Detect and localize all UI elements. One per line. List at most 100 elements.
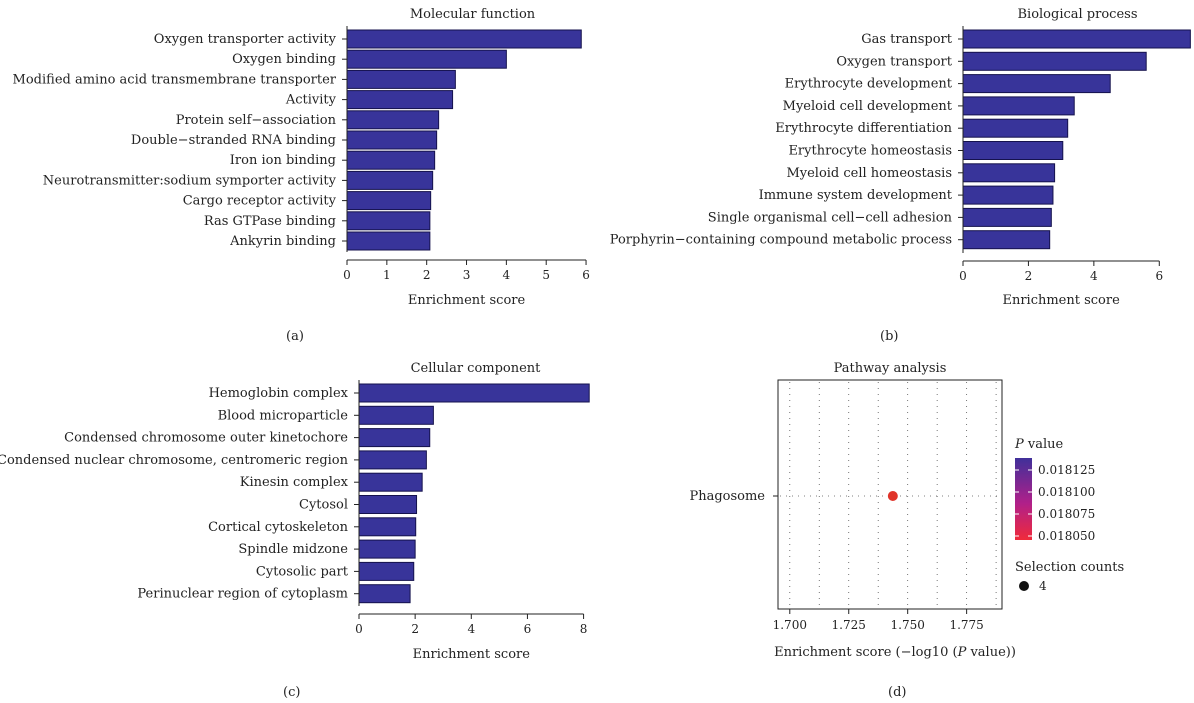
bar xyxy=(358,539,416,559)
plot-frame xyxy=(777,379,1003,610)
bar xyxy=(962,141,1064,160)
x-tick-label: 5 xyxy=(542,268,550,282)
category-label: Erythrocyte homeostasis xyxy=(788,144,952,159)
category-label: Kinesin complex xyxy=(240,475,349,490)
bar xyxy=(346,130,438,150)
category-label: Double−stranded RNA binding xyxy=(131,133,336,148)
bar xyxy=(358,472,423,492)
x-tick-label: 2 xyxy=(423,268,431,282)
bar xyxy=(346,191,432,211)
size-legend-dot xyxy=(1019,581,1029,591)
chart-title: Biological process xyxy=(1017,7,1137,22)
x-tick-label: 6 xyxy=(582,268,590,282)
bar xyxy=(346,29,582,49)
bar xyxy=(358,450,427,470)
bar xyxy=(962,207,1052,227)
scatter-chart: Pathway analysis Phagosome 1.700 1.725 1.750… xyxy=(689,361,1124,700)
bar xyxy=(962,118,1069,138)
bar xyxy=(962,185,1054,205)
bar xyxy=(358,383,590,403)
bar xyxy=(962,230,1051,250)
category-label: Iron ion binding xyxy=(230,153,336,168)
category-label: Perinuclear region of cytoplasm xyxy=(137,587,348,602)
color-tick-label: 0.018100 xyxy=(1038,485,1095,499)
bar xyxy=(346,150,436,170)
x-axis-label: Enrichment score (−log10 (P value)) xyxy=(774,645,1016,660)
category-label: Erythrocyte differentiation xyxy=(775,121,952,136)
x-tick-label: 4 xyxy=(503,268,511,282)
bar xyxy=(358,517,417,537)
bar xyxy=(358,584,411,604)
panel-label: (b) xyxy=(880,329,898,344)
category-label: Modified amino acid transmembrane transp… xyxy=(13,72,337,87)
category-label: Myeloid cell homeostasis xyxy=(786,166,952,181)
x-tick-label: 1.700 xyxy=(773,618,807,632)
size-legend-title: Selection counts xyxy=(1015,560,1124,575)
category-label: Cytosol xyxy=(299,498,348,513)
category-label: Condensed chromosome outer kinetochore xyxy=(64,431,348,446)
color-tick-label: 0.018125 xyxy=(1038,463,1095,477)
bar xyxy=(346,170,434,190)
category-label: Phagosome xyxy=(689,489,765,504)
category-label: Condensed nuclear chromosome, centromeri… xyxy=(0,453,349,468)
x-tick-label: 2 xyxy=(1025,269,1033,283)
x-tick-label: 1.775 xyxy=(949,618,983,632)
category-label: Porphyrin−containing compound metabolic … xyxy=(610,233,952,248)
bar xyxy=(358,428,431,448)
color-bar xyxy=(1015,458,1032,540)
bar xyxy=(962,96,1075,116)
bar xyxy=(962,51,1147,71)
x-tick-label: 6 xyxy=(1155,269,1163,283)
category-label: Oxygen binding xyxy=(232,52,336,67)
category-label: Ras GTPase binding xyxy=(204,214,336,229)
category-label: Ankyrin binding xyxy=(229,234,336,249)
bar xyxy=(346,49,507,69)
category-label: Spindle midzone xyxy=(238,542,348,557)
x-tick-label: 3 xyxy=(463,268,471,282)
x-axis-label: Enrichment score xyxy=(413,647,531,662)
bar xyxy=(962,163,1056,183)
panel-label: (d) xyxy=(888,685,906,700)
x-axis-label: Enrichment score xyxy=(1002,293,1120,308)
x-tick-label: 4 xyxy=(1090,269,1098,283)
x-tick-label: 1.750 xyxy=(891,618,925,632)
x-axis-label: Enrichment score xyxy=(408,293,526,308)
category-label: Immune system development xyxy=(759,188,953,203)
bar xyxy=(346,110,440,130)
x-tick-label: 6 xyxy=(524,622,532,636)
category-label: Blood microparticle xyxy=(218,408,349,423)
bar xyxy=(346,211,431,231)
bar xyxy=(358,495,418,514)
bar xyxy=(358,405,434,425)
color-tick-label: 0.018075 xyxy=(1038,507,1095,521)
category-label: Erythrocyte development xyxy=(785,77,953,92)
chart-title: Molecular function xyxy=(410,7,536,22)
bar-chart-1: Molecular function Oxygen transporter act… xyxy=(13,7,590,344)
bar xyxy=(358,561,415,581)
bar xyxy=(346,69,456,89)
category-label: Protein self−association xyxy=(176,113,337,128)
category-label: Oxygen transporter activity xyxy=(154,32,337,47)
bar xyxy=(346,90,454,110)
x-tick-label: 0 xyxy=(355,622,363,636)
category-label: Cortical cytoskeleton xyxy=(208,520,349,535)
category-label: Myeloid cell development xyxy=(783,99,953,114)
category-label: Neurotransmitter:sodium symporter activi… xyxy=(43,173,337,188)
bar xyxy=(962,29,1191,49)
color-tick-label: 0.018050 xyxy=(1038,529,1095,543)
category-label: Hemoglobin complex xyxy=(209,386,349,401)
chart-title: Pathway analysis xyxy=(834,361,947,376)
bar-chart-2: Biological process Gas transport Oxygen tr… xyxy=(610,7,1191,344)
legend: P value 0.018125 0.018100 0.018075 0.018050 S… xyxy=(1014,437,1124,593)
category-label: Cargo receptor activity xyxy=(183,194,337,209)
chart-title: Cellular component xyxy=(411,361,542,376)
category-label: Single organismal cell−cell adhesion xyxy=(708,210,953,225)
bar xyxy=(346,231,431,251)
category-label: Oxygen transport xyxy=(836,54,952,69)
category-label: Cytosolic part xyxy=(256,564,349,579)
category-label: Gas transport xyxy=(861,32,953,47)
category-label: Activity xyxy=(285,93,337,108)
x-tick-label: 4 xyxy=(467,622,475,636)
x-tick-label: 1 xyxy=(383,268,391,282)
